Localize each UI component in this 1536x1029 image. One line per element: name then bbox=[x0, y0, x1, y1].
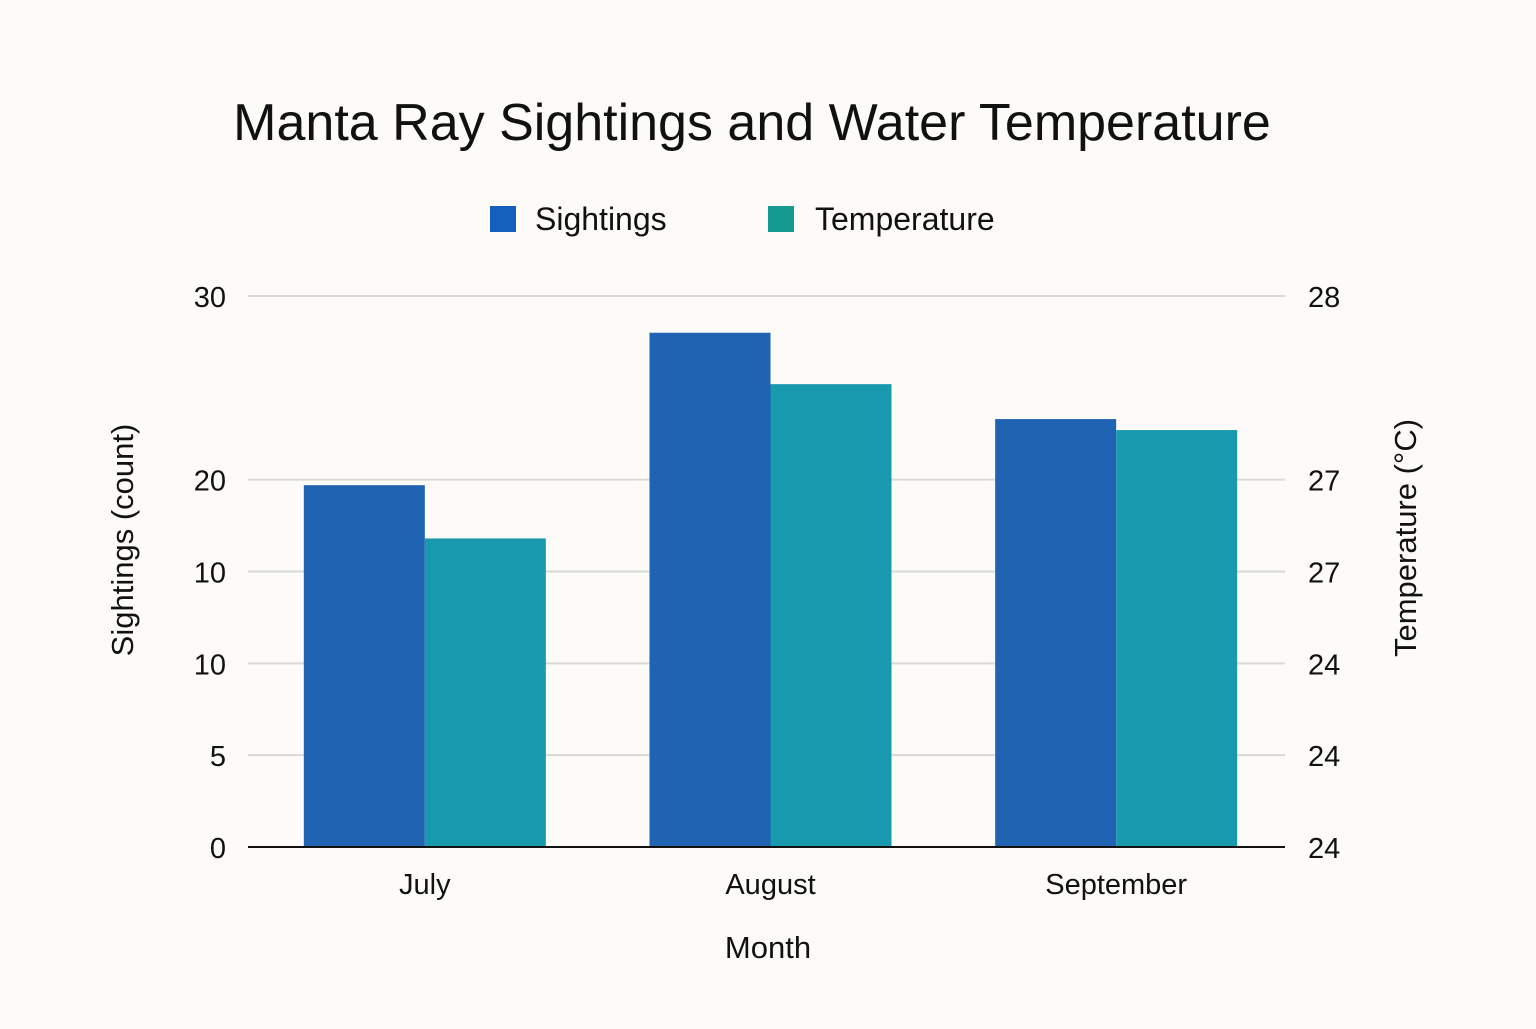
bar-sightings-july bbox=[303, 485, 425, 847]
x-tick-label: September bbox=[1045, 869, 1187, 901]
y-axis-label: Sightings (count) bbox=[105, 424, 140, 657]
bar-temperature-july bbox=[424, 538, 546, 847]
left-tick-label: 30 bbox=[194, 282, 226, 314]
x-axis-ticks: July August September bbox=[399, 869, 1187, 901]
right-tick-label: 24 bbox=[1308, 833, 1340, 865]
right-tick-label: 24 bbox=[1308, 649, 1340, 681]
right-tick-label: 28 bbox=[1308, 282, 1340, 314]
chart-title: Manta Ray Sightings and Water Temperatur… bbox=[233, 94, 1271, 152]
legend-label-temperature: Temperature bbox=[815, 201, 995, 237]
right-tick-label: 27 bbox=[1308, 558, 1340, 590]
bar-temperature-september bbox=[1116, 430, 1238, 847]
right-tick-label: 24 bbox=[1308, 741, 1340, 773]
x-tick-label: July bbox=[399, 869, 451, 901]
legend: Sightings Temperature bbox=[490, 201, 995, 237]
legend-label-sightings: Sightings bbox=[535, 201, 667, 237]
legend-swatch-temperature bbox=[768, 206, 794, 232]
left-tick-label: 10 bbox=[194, 649, 226, 681]
left-tick-label: 10 bbox=[194, 558, 226, 590]
bar-sightings-august bbox=[649, 332, 771, 847]
y2-axis-label: Temperature (°C) bbox=[1388, 419, 1423, 657]
left-tick-label: 5 bbox=[210, 741, 226, 773]
left-tick-label: 20 bbox=[194, 466, 226, 498]
bars bbox=[303, 332, 1238, 847]
legend-swatch-sightings bbox=[490, 206, 516, 232]
bar-temperature-august bbox=[770, 384, 892, 847]
right-axis-ticks: 24 24 24 27 27 28 bbox=[1308, 282, 1340, 865]
left-tick-label: 0 bbox=[210, 833, 226, 865]
left-axis-ticks: 0 5 10 10 20 30 bbox=[194, 282, 226, 865]
right-tick-label: 27 bbox=[1308, 466, 1340, 498]
x-axis-label: Month bbox=[725, 930, 811, 965]
x-tick-label: August bbox=[725, 869, 815, 901]
bar-sightings-september bbox=[995, 419, 1117, 847]
